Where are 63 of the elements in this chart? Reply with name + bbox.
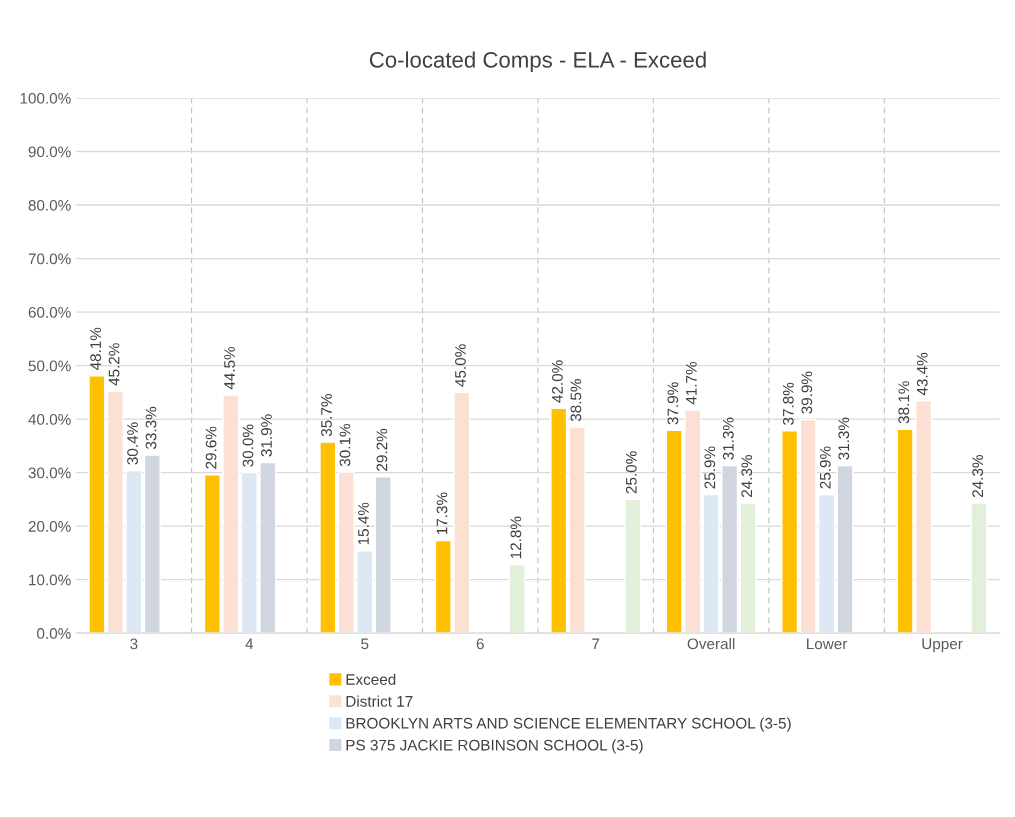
y-tick-label: 0.0% [37, 628, 71, 639]
data-label: 17.3% [436, 492, 448, 535]
data-label: 39.9% [801, 371, 813, 414]
data-label: 43.4% [916, 352, 928, 396]
bar [508, 563, 526, 634]
bar [970, 502, 988, 634]
legend-label: District 17 [346, 695, 413, 707]
data-label: 37.9% [667, 382, 679, 425]
data-label: 33.3% [145, 406, 157, 450]
bar [624, 498, 642, 634]
legend-label: BROOKLYN ARTS AND SCIENCE ELEMENTARY SCHOOL (3-5) [346, 717, 791, 732]
bar [568, 426, 586, 634]
y-tick-label: 70.0% [28, 253, 71, 265]
data-label: 42.0% [552, 360, 563, 403]
legend-label: Exceed [346, 673, 396, 685]
data-label: 25.9% [819, 446, 831, 489]
x-tick-label: 3 [130, 638, 138, 650]
data-label: 24.3% [972, 455, 984, 498]
data-label: 45.0% [455, 344, 466, 387]
data-label: 12.8% [510, 516, 522, 559]
data-label: 45.2% [108, 343, 120, 386]
data-label: 35.7% [321, 394, 332, 437]
data-label: 38.1% [898, 381, 910, 424]
chart-title: Co-located Comps - ELA - Exceed [369, 51, 706, 73]
data-label: 48.1% [90, 327, 102, 371]
bar [781, 430, 799, 634]
data-label: 25.0% [625, 451, 637, 494]
bar [739, 502, 757, 634]
legend-label: PS 375 JACKIE ROBINSON SCHOOL (3-5) [346, 739, 643, 754]
y-tick-label: 60.0% [28, 306, 71, 318]
x-tick-label: Lower [807, 638, 848, 650]
data-label: 24.3% [741, 455, 753, 498]
data-label: 15.4% [358, 502, 369, 545]
y-tick-label: 30.0% [28, 467, 71, 479]
bar [88, 375, 106, 634]
y-tick-label: 50.0% [28, 360, 71, 372]
x-tick-label: 7 [592, 638, 600, 650]
data-label: 38.5% [570, 379, 582, 422]
data-label: 29.2% [376, 428, 388, 471]
data-label: 25.9% [704, 446, 716, 489]
data-label: 31.9% [261, 414, 272, 457]
x-tick-label: Upper [922, 638, 963, 653]
x-tick-label: 4 [245, 638, 254, 650]
data-label: 30.1% [339, 423, 351, 467]
data-label: 41.7% [686, 361, 697, 405]
y-tick-label: 80.0% [28, 199, 71, 211]
y-tick-label: 100.0% [20, 92, 71, 104]
data-label: 44.5% [224, 346, 235, 390]
data-label: 31.3% [838, 417, 850, 460]
x-tick-label: 5 [361, 638, 369, 650]
y-tick-label: 20.0% [28, 521, 71, 532]
x-tick-label: Overall [687, 638, 735, 650]
y-tick-label: 40.0% [28, 413, 71, 425]
bar [319, 441, 337, 634]
data-label: 31.3% [722, 417, 734, 460]
data-label: 37.8% [782, 382, 794, 425]
y-tick-label: 10.0% [29, 574, 71, 586]
data-label: 30.0% [242, 424, 254, 467]
data-label: 30.4% [127, 422, 138, 465]
data-label: 29.6% [205, 426, 217, 469]
bar [550, 407, 568, 634]
y-tick-label: 90.0% [28, 146, 71, 158]
x-tick-label: 6 [476, 638, 484, 650]
